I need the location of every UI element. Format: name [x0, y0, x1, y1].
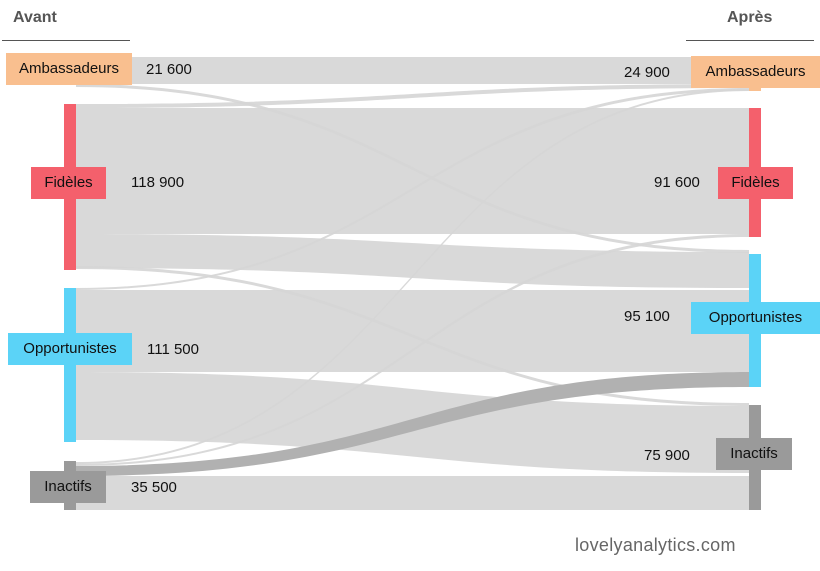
node-value-opportunistes-apres: 95 100 [624, 308, 670, 325]
flow-fideles-to-inactifs [76, 266, 749, 406]
flow-fideles-to-opportunistes [76, 234, 749, 288]
node-label-inactifs-apres: Inactifs [716, 438, 792, 470]
flow-inactifs-to-fideles [76, 234, 749, 466]
node-value-fideles-avant: 118 900 [131, 174, 185, 191]
node-label-inactifs-avant: Inactifs [30, 471, 106, 503]
node-value-inactifs-apres: 75 900 [644, 447, 690, 464]
node-value-opportunistes-avant: 111 500 [147, 341, 199, 358]
node-label-fideles-avant: Fidèles [31, 167, 106, 199]
column-header-apres: Après [727, 9, 773, 26]
node-label-opportunistes-apres: Opportunistes [691, 302, 820, 334]
flow-ambassadeurs-to-opportunistes [76, 84, 749, 253]
node-label-ambassadeurs-apres: Ambassadeurs [691, 56, 820, 88]
node-value-fideles-apres: 91 600 [654, 174, 700, 191]
flow-opportunistes-to-ambassadeurs [76, 88, 749, 290]
flow-fideles-to-fideles [76, 108, 749, 234]
column-header-avant: Avant [13, 9, 57, 26]
node-bar-opportunistes-avant [64, 288, 76, 442]
node-value-ambassadeurs-apres: 24 900 [624, 64, 670, 81]
flow-opportunistes-to-opportunistes [76, 290, 749, 372]
flow-inactifs-to-ambassadeurs [76, 89, 749, 464]
node-label-fideles-apres: Fidèles [718, 167, 793, 199]
node-value-ambassadeurs-avant: 21 600 [146, 61, 192, 78]
watermark: lovelyanalytics.com [575, 535, 736, 555]
node-label-opportunistes-avant: Opportunistes [8, 333, 132, 365]
flows-layer [76, 57, 749, 510]
flow-inactifs-to-inactifs [76, 476, 749, 510]
flow-ambassadeurs-to-ambassadeurs [76, 57, 749, 84]
node-value-inactifs-avant: 35 500 [131, 479, 177, 496]
flow-inactifs-to-opportunistes [76, 372, 749, 476]
column-rule-avant [2, 40, 130, 41]
node-label-ambassadeurs-avant: Ambassadeurs [6, 53, 132, 85]
column-rule-apres [686, 40, 814, 41]
